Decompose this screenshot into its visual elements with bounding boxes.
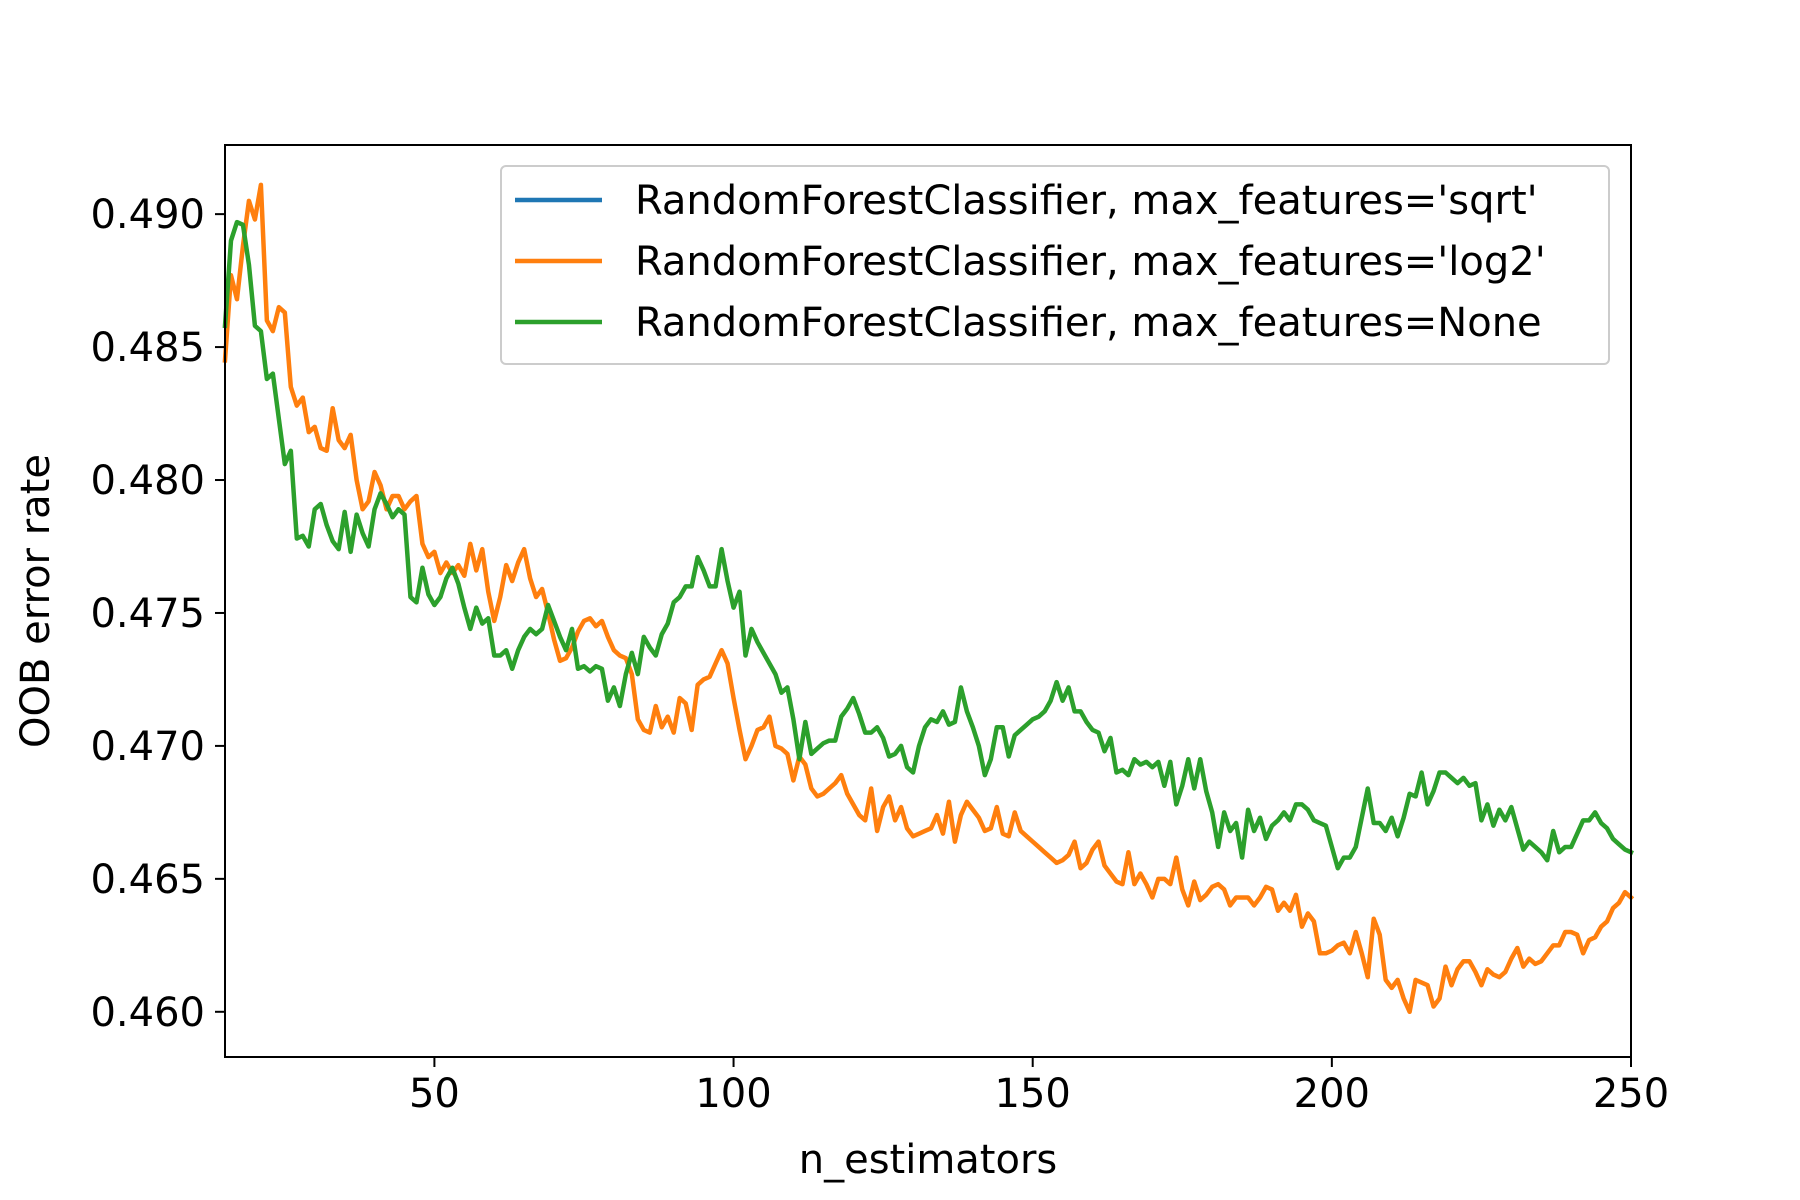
y-tick-label: 0.465 xyxy=(90,857,205,903)
y-tick-label: 0.470 xyxy=(90,724,205,770)
x-axis-label: n_estimators xyxy=(799,1137,1058,1183)
y-tick-label: 0.490 xyxy=(90,192,205,238)
legend-box xyxy=(500,165,1610,365)
y-tick-label: 0.475 xyxy=(90,591,205,637)
legend-label-1: RandomForestClassifier, max_features='lo… xyxy=(635,239,1546,285)
x-tick-label: 200 xyxy=(1294,1071,1370,1117)
y-tick-label: 0.485 xyxy=(90,325,205,371)
series-layer xyxy=(222,182,1635,1015)
x-tick-label: 50 xyxy=(409,1071,460,1117)
x-axis-ticks: 50 100 150 200 250 xyxy=(409,1057,1669,1117)
series-line-1 xyxy=(222,182,1635,1015)
legend-items: RandomForestClassifier, max_features='sq… xyxy=(515,178,1546,346)
legend-label-0: RandomForestClassifier, max_features='sq… xyxy=(635,178,1538,224)
x-tick-label: 150 xyxy=(995,1071,1071,1117)
x-tick-label: 100 xyxy=(695,1071,771,1117)
series-line-2 xyxy=(222,219,1634,871)
legend: RandomForestClassifier, max_features='sq… xyxy=(500,165,1610,365)
x-tick-label: 250 xyxy=(1593,1071,1669,1117)
legend-label-2: RandomForestClassifier, max_features=Non… xyxy=(635,300,1542,346)
plot-frame xyxy=(224,144,1632,1058)
y-tick-label: 0.480 xyxy=(90,458,205,504)
y-axis-label: OOB error rate xyxy=(13,454,59,748)
y-axis-ticks: 0.460 0.465 0.470 0.475 0.480 0.485 0.490 xyxy=(90,192,225,1036)
y-tick-label: 0.460 xyxy=(90,990,205,1036)
